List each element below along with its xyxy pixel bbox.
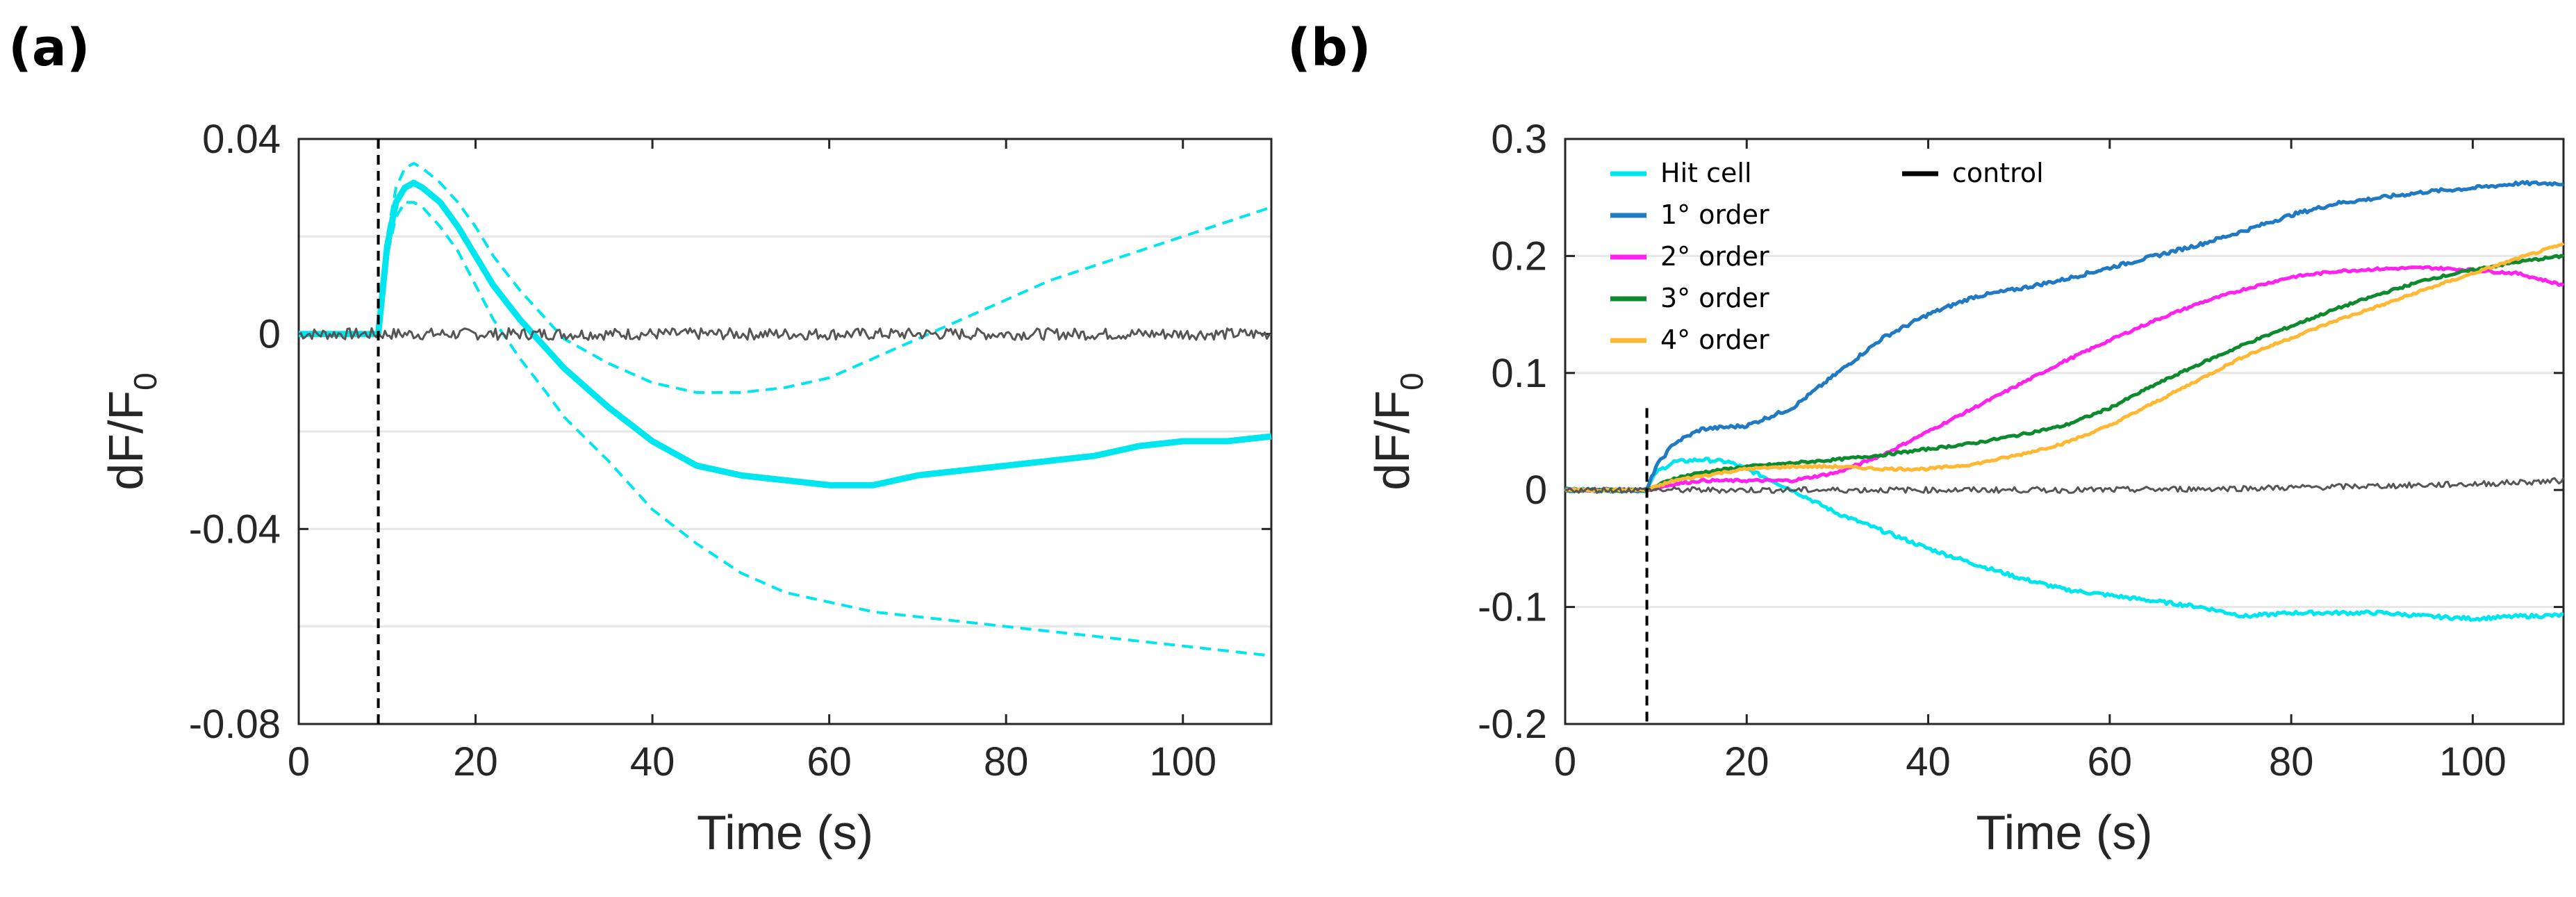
axes-box [297, 138, 1273, 725]
y-tick-label: 0.2 [1491, 233, 1547, 279]
series-line-3-order [1565, 254, 2565, 493]
panel-a-label: (a) [8, 18, 90, 78]
y-tick-label: -0.04 [189, 507, 281, 552]
series-line-2-order [1564, 265, 2565, 493]
series-line-control [1564, 477, 2565, 494]
y-tick-label: 0.3 [1491, 117, 1547, 162]
legend-label: control [1952, 158, 2044, 188]
x-tick-label: 60 [2088, 739, 2133, 784]
y-tick-label: 0 [258, 312, 281, 357]
legend-label: 2° order [1660, 241, 1769, 272]
x-tick-label: 60 [807, 739, 852, 784]
panel-b-plot: 0 20 40 60 80 100 -0.2 -0.1 0 0.1 0.2 0.3 Time (s) dF… [1365, 117, 2565, 859]
x-tick-label: 40 [1906, 739, 1951, 784]
x-axis-title: Time (s) [697, 805, 873, 859]
y-axis-title-subscript: 0 [127, 372, 163, 390]
series-line-upper [299, 162, 1272, 394]
y-axis-title-subscript: 0 [1394, 372, 1430, 390]
y-tick-label: 0.1 [1491, 351, 1547, 396]
x-tick-label: 80 [984, 739, 1029, 784]
legend-label: 1° order [1660, 199, 1769, 230]
y-tick-label: -0.2 [1478, 702, 1547, 747]
series-line-mean [297, 179, 1273, 488]
legend-label: 4° order [1660, 324, 1769, 355]
axes-box [1564, 138, 2565, 725]
y-tick-label: -0.08 [189, 702, 281, 747]
legend-label: Hit cell [1660, 158, 1752, 188]
x-tick-label: 100 [1149, 739, 1216, 784]
series-line-4-order [1564, 241, 2565, 493]
y-axis-title: dF/F0 [99, 372, 163, 491]
x-tick-label: 80 [2269, 739, 2314, 784]
legend-label: 3° order [1660, 283, 1769, 313]
series-line-lower [299, 201, 1272, 657]
x-tick-label: 40 [630, 739, 675, 784]
y-tick-label: 0.04 [202, 117, 281, 162]
x-tick-label: 20 [453, 739, 498, 784]
x-tick-label: 20 [1724, 739, 1769, 784]
series-line-hit-cell [1564, 456, 2564, 622]
x-tick-label: 0 [1554, 739, 1576, 784]
y-axis-title: dF/F0 [1365, 372, 1430, 491]
panel-a-plot: 0 20 40 60 80 100 -0.08 -0.04 0 0.04 Time (s) dF/F0 [99, 117, 1273, 859]
y-tick-label: 0 [1525, 468, 1547, 513]
series-line-1-order [1564, 180, 2564, 494]
panel-b-label: (b) [1287, 18, 1371, 78]
x-tick-label: 100 [2439, 739, 2507, 784]
x-axis-title: Time (s) [1976, 805, 2152, 859]
x-tick-label: 0 [288, 739, 310, 784]
series-line-control [298, 327, 1272, 341]
y-tick-label: -0.1 [1478, 585, 1547, 630]
